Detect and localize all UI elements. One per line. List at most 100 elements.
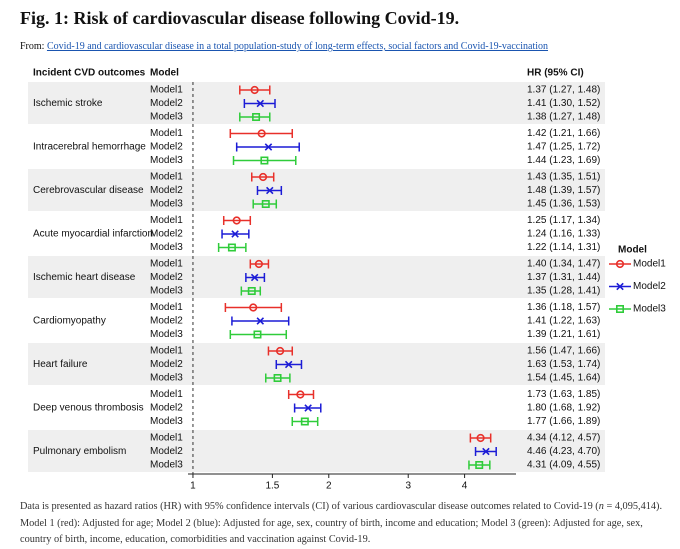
point (260, 156, 269, 165)
footnote-models: Model 1 (red): Adjusted for age; Model 2… (20, 517, 643, 546)
legend-marker (616, 282, 624, 291)
outcome-label: Cardiomyopathy (33, 316, 106, 327)
ci-bar (229, 330, 288, 339)
model-label: Model2 (150, 359, 183, 370)
source-prefix: From: (20, 41, 47, 52)
hr-label: 1.48 (1.39, 1.57) (527, 185, 600, 196)
model-label: Model3 (150, 112, 183, 123)
outcome-label: Ischemic stroke (33, 98, 103, 109)
point (300, 417, 309, 426)
model-label: Model1 (150, 172, 183, 183)
legend-marker (615, 259, 625, 269)
ci-bar (468, 460, 491, 470)
outcome-label: Ischemic heart disease (33, 272, 136, 283)
x-tick-label: 4 (462, 481, 468, 492)
hr-label: 1.54 (1.45, 1.64) (527, 373, 600, 384)
footnote-text: = 4,095,414). (603, 501, 663, 512)
model-label: Model1 (150, 389, 183, 400)
footnote-text: Data is presented as hazard ratios (HR) … (20, 501, 599, 512)
hr-label: 1.56 (1.47, 1.66) (527, 346, 600, 357)
ci-bar (229, 129, 294, 138)
hr-label: 1.35 (1.28, 1.41) (527, 286, 600, 297)
model-label: Model2 (150, 98, 183, 109)
ci-bar (239, 112, 271, 122)
hr-label: 1.80 (1.68, 1.92) (527, 403, 600, 414)
point (273, 373, 282, 382)
model-label: Model1 (150, 346, 183, 357)
point (250, 273, 259, 282)
hr-label: 1.41 (1.30, 1.52) (527, 98, 600, 109)
hr-label: 4.46 (4.23, 4.70) (527, 446, 600, 457)
source: From: Covid-19 and cardiovascular diseas… (20, 41, 548, 52)
point (261, 200, 270, 209)
hr-label: 1.25 (1.17, 1.34) (527, 215, 600, 226)
hr-label: 1.24 (1.16, 1.33) (527, 229, 600, 240)
model-label: Model2 (150, 403, 183, 414)
hr-label: 4.34 (4.12, 4.57) (527, 433, 600, 444)
outcome-label: Acute myocardial infarction (33, 229, 153, 240)
point (284, 360, 293, 369)
model-label: Model1 (150, 215, 183, 226)
point (231, 230, 239, 238)
model-label: Model3 (150, 286, 183, 297)
column-header: HR (95% CI) (527, 68, 584, 79)
column-header: Model (150, 68, 179, 79)
ci-bar (267, 346, 294, 356)
model-label: Model2 (150, 185, 183, 196)
ci-bar (291, 417, 319, 426)
model-label: Model1 (150, 433, 183, 444)
ci-bar (252, 199, 278, 209)
point (266, 186, 274, 195)
outcome-label: Intracerebral hemorrhage (33, 142, 146, 153)
point (249, 303, 258, 312)
point (247, 286, 256, 295)
point (476, 433, 485, 443)
outcome-label: Deep venous thrombosis (33, 403, 144, 414)
ci-bar (222, 216, 252, 225)
point (232, 216, 241, 225)
ci-bar (240, 286, 262, 296)
outcome-label: Heart failure (33, 359, 88, 370)
ci-bar (251, 172, 275, 182)
point (275, 346, 285, 356)
model-label: Model1 (150, 85, 183, 96)
source-link[interactable]: Covid-19 and cardiovascular disease in a… (47, 41, 548, 52)
model-label: Model2 (150, 272, 183, 283)
point (253, 330, 262, 339)
ci-bar (217, 243, 247, 252)
ci-bar (239, 85, 271, 95)
row-band (28, 82, 605, 124)
legend-marker (615, 304, 624, 313)
point (475, 460, 484, 469)
row-band (28, 343, 605, 385)
point (254, 259, 263, 269)
hr-label: 1.77 (1.66, 1.89) (527, 416, 600, 427)
x-tick-label: 1 (190, 481, 196, 492)
model-label: Model3 (150, 155, 183, 166)
model-label: Model3 (150, 329, 183, 340)
hr-label: 1.47 (1.25, 1.72) (527, 142, 600, 153)
chart: Fig. 1: Risk of cardiovascular disease f… (20, 8, 666, 492)
footnote-n: n (598, 501, 604, 512)
hr-label: 4.31 (4.09, 4.55) (527, 460, 600, 471)
point (482, 447, 490, 456)
ci-bar (265, 373, 291, 383)
hr-label: 1.63 (1.53, 1.74) (527, 359, 600, 370)
model-label: Model2 (150, 142, 183, 153)
point (227, 243, 236, 252)
outcome-label: Pulmonary embolism (33, 446, 126, 457)
point (250, 85, 259, 95)
hr-label: 1.37 (1.31, 1.44) (527, 272, 600, 283)
model-label: Model3 (150, 460, 183, 471)
hr-label: 1.43 (1.35, 1.51) (527, 172, 600, 183)
point (258, 172, 268, 182)
legend-label: Model2 (633, 281, 666, 292)
model-label: Model3 (150, 416, 183, 427)
point (304, 404, 312, 412)
point (256, 99, 265, 108)
model-label: Model1 (150, 302, 183, 313)
model-label: Model1 (150, 128, 183, 139)
figure-title: Fig. 1: Risk of cardiovascular disease f… (20, 8, 459, 28)
model-label: Model3 (150, 242, 183, 253)
